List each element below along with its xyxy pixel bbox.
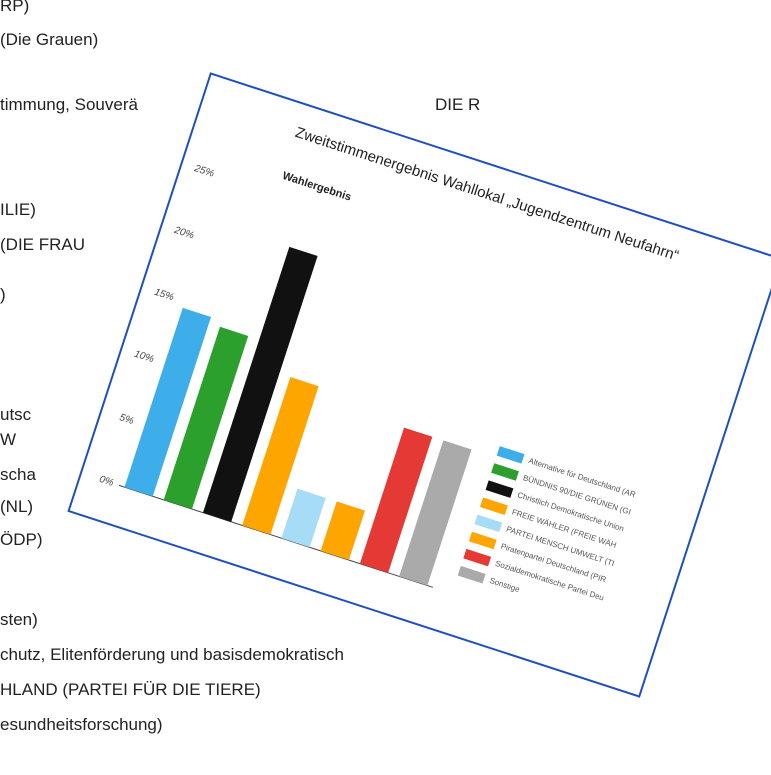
legend-swatch (457, 565, 486, 584)
legend-swatch (474, 514, 503, 533)
card-border (67, 72, 771, 698)
text-line: HLAND (PARTEI FÜR DIE TIERE) (0, 680, 261, 699)
legend-swatch (468, 531, 497, 550)
text-line: (Die Grauen) (0, 30, 99, 49)
text-line: RP) (0, 0, 30, 15)
text-line: (NL) (0, 497, 34, 516)
text-line: ILIE) (0, 200, 36, 219)
text-line: timmung, Souverä (0, 95, 138, 114)
bar (359, 427, 433, 573)
text-line: sten) (0, 610, 38, 629)
bar (202, 246, 318, 522)
text-line: chutz, Elitenförderung und basisdemokrat… (0, 645, 344, 664)
text-line: W (0, 430, 17, 449)
text-line: utsc (0, 405, 32, 424)
bar (124, 307, 212, 497)
y-tick-label: 5% (118, 412, 135, 427)
bar (320, 501, 365, 561)
legend-swatch (485, 480, 514, 498)
bar (281, 488, 326, 548)
legend-swatch (480, 497, 508, 516)
text-line: ) (0, 285, 6, 304)
legend-swatch (463, 548, 492, 567)
y-tick-label: 0% (98, 474, 115, 489)
legend-swatch (491, 463, 519, 481)
text-line: scha (0, 465, 36, 484)
bar (242, 377, 319, 535)
text-line: esundheitsforschung) (0, 715, 163, 734)
chart-card: Zweitstimmenergebnis Wahllokal „Jugendze… (67, 72, 771, 698)
text-line: ÖDP) (0, 530, 43, 549)
text-line: DIE R (435, 95, 481, 114)
legend-swatch (496, 446, 525, 464)
bar (399, 440, 472, 586)
bar (163, 326, 249, 510)
text-line: (DIE FRAU (0, 235, 85, 254)
